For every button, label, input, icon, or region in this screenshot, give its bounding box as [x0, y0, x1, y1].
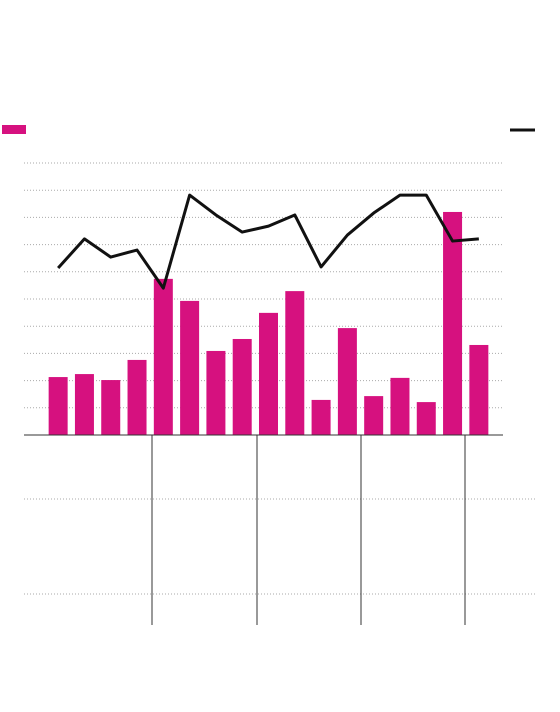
bar [285, 291, 305, 435]
bar [232, 338, 252, 435]
bar [206, 350, 226, 435]
bar [469, 344, 489, 435]
legend-swatch-bars [2, 125, 26, 134]
bar [337, 328, 357, 435]
bar [153, 278, 173, 435]
bar [443, 211, 463, 435]
bar [364, 396, 384, 435]
line [57, 193, 479, 290]
bar [311, 399, 331, 435]
bar [48, 377, 68, 435]
bar [259, 312, 278, 435]
bar [180, 300, 200, 435]
bar [127, 359, 147, 435]
bar [101, 380, 121, 435]
bar [416, 402, 436, 435]
bar [390, 377, 410, 435]
bar [74, 374, 94, 435]
